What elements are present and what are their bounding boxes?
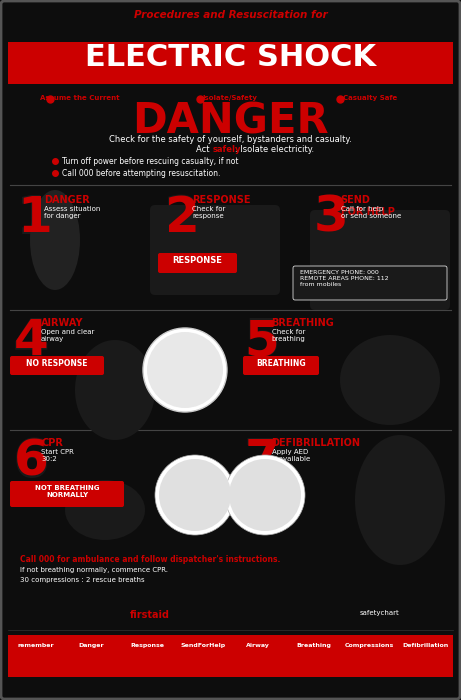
- Text: Compressions: Compressions: [345, 643, 394, 648]
- Text: Procedures and Resuscitation for: Procedures and Resuscitation for: [134, 10, 327, 20]
- Text: 3: 3: [313, 194, 349, 242]
- Text: 4: 4: [14, 317, 49, 365]
- Text: SendForHelp: SendForHelp: [180, 643, 225, 648]
- FancyBboxPatch shape: [150, 205, 280, 295]
- FancyBboxPatch shape: [10, 356, 104, 375]
- Circle shape: [155, 455, 235, 535]
- Text: Open and clear
airway: Open and clear airway: [41, 329, 95, 342]
- Circle shape: [159, 459, 231, 531]
- Ellipse shape: [75, 340, 155, 440]
- Text: Check for
breathing: Check for breathing: [272, 329, 305, 342]
- Text: DANGER: DANGER: [44, 195, 90, 205]
- Text: 7: 7: [243, 436, 280, 488]
- Text: safely: safely: [213, 145, 241, 154]
- Text: Turn off power before rescuing casualty, if not: Turn off power before rescuing casualty,…: [62, 157, 238, 166]
- Text: DEFIBRILLATION: DEFIBRILLATION: [272, 438, 361, 448]
- Bar: [8, 635, 453, 677]
- Bar: [8, 42, 453, 84]
- Text: RESPONSE: RESPONSE: [192, 195, 251, 205]
- Text: Breathing: Breathing: [296, 643, 331, 648]
- Text: Call 000 before attempting resuscitation.: Call 000 before attempting resuscitation…: [62, 169, 220, 178]
- Text: 3: 3: [313, 193, 349, 245]
- Text: 4: 4: [13, 316, 50, 368]
- Text: firstaid: firstaid: [130, 610, 170, 620]
- Text: DANGER: DANGER: [132, 100, 329, 142]
- FancyBboxPatch shape: [310, 210, 450, 310]
- Text: remember: remember: [18, 643, 54, 648]
- Text: 30 compressions : 2 rescue breaths: 30 compressions : 2 rescue breaths: [20, 577, 145, 583]
- Text: . Isolate electricity.: . Isolate electricity.: [235, 145, 313, 154]
- Text: Casualty Safe: Casualty Safe: [343, 95, 397, 101]
- Text: NOT BREATHING
NORMALLY: NOT BREATHING NORMALLY: [35, 485, 99, 498]
- Text: Isolate/Safety: Isolate/Safety: [202, 95, 258, 101]
- Text: SEND
FOR HELP: SEND FOR HELP: [341, 195, 395, 216]
- Text: Response: Response: [130, 643, 164, 648]
- Text: 7: 7: [244, 437, 279, 485]
- Ellipse shape: [340, 335, 440, 425]
- Text: Assess situation
for danger: Assess situation for danger: [44, 206, 100, 219]
- Text: Danger: Danger: [79, 643, 104, 648]
- Text: 2: 2: [164, 193, 201, 245]
- Text: Call for help
or send someone: Call for help or send someone: [341, 206, 401, 219]
- Text: If not breathing normally, commence CPR.: If not breathing normally, commence CPR.: [20, 567, 168, 573]
- Circle shape: [147, 332, 223, 408]
- Text: Start CPR
30:2: Start CPR 30:2: [41, 449, 74, 462]
- Text: safetychart: safetychart: [360, 610, 400, 616]
- Text: BREATHING: BREATHING: [272, 318, 334, 328]
- FancyBboxPatch shape: [293, 266, 447, 300]
- Text: 1: 1: [16, 193, 53, 245]
- Ellipse shape: [30, 190, 80, 290]
- Circle shape: [229, 459, 301, 531]
- Text: Check for the safety of yourself, bystanders and casualty.: Check for the safety of yourself, bystan…: [109, 135, 352, 144]
- Text: 6: 6: [14, 437, 49, 485]
- Text: 5: 5: [244, 317, 279, 365]
- Text: 6: 6: [13, 436, 50, 488]
- Circle shape: [225, 455, 305, 535]
- Text: ELECTRIC SHOCK: ELECTRIC SHOCK: [85, 43, 376, 72]
- Text: Act: Act: [196, 145, 213, 154]
- Text: Airway: Airway: [246, 643, 270, 648]
- Text: 2: 2: [165, 194, 200, 242]
- Text: AIRWAY: AIRWAY: [41, 318, 83, 328]
- Ellipse shape: [65, 480, 145, 540]
- Circle shape: [143, 328, 227, 412]
- Text: Defibrillation: Defibrillation: [402, 643, 448, 648]
- Text: EMERGENCY PHONE: 000
REMOTE AREAS PHONE: 112
from mobiles: EMERGENCY PHONE: 000 REMOTE AREAS PHONE:…: [300, 270, 389, 286]
- Bar: [8, 8, 453, 46]
- Text: CPR: CPR: [41, 438, 63, 448]
- Text: BREATHING: BREATHING: [256, 359, 306, 368]
- FancyBboxPatch shape: [243, 356, 319, 375]
- Text: Assume the Current: Assume the Current: [40, 95, 120, 101]
- FancyBboxPatch shape: [158, 253, 237, 273]
- Text: Check for
response: Check for response: [192, 206, 226, 219]
- Text: NO RESPONSE: NO RESPONSE: [26, 359, 88, 368]
- Text: Call 000 for ambulance and follow dispatcher's instructions.: Call 000 for ambulance and follow dispat…: [20, 555, 280, 564]
- Text: RESPONSE: RESPONSE: [172, 256, 222, 265]
- Text: 1: 1: [17, 194, 52, 242]
- Ellipse shape: [355, 435, 445, 565]
- Text: Apply AED
if available: Apply AED if available: [272, 449, 310, 462]
- Text: 5: 5: [243, 316, 280, 368]
- FancyBboxPatch shape: [10, 481, 124, 507]
